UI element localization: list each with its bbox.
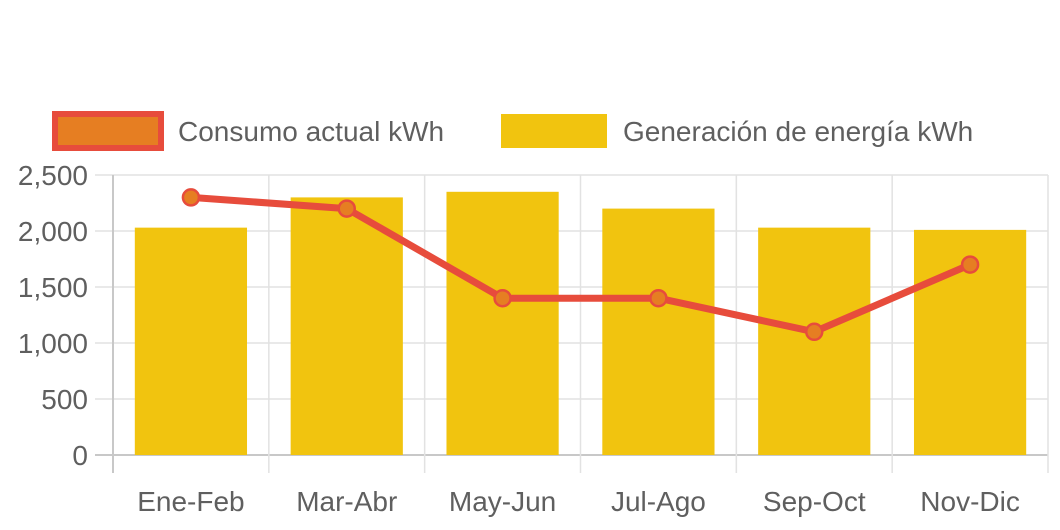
y-axis: 0 500 1,000 1,500 2,000 2,500 — [18, 160, 88, 471]
y-tick-label: 500 — [41, 384, 88, 415]
legend-label-generacion: Generación de energía kWh — [623, 116, 973, 147]
line-layer — [181, 188, 980, 342]
line-point[interactable] — [493, 288, 512, 308]
grid — [95, 174, 1049, 473]
consumo-line — [187, 193, 974, 336]
legend-swatch-generacion — [501, 114, 607, 148]
x-tick-label: Mar-Abr — [296, 486, 397, 517]
legend-swatch-consumo — [52, 111, 164, 151]
bar[interactable] — [446, 191, 559, 456]
line-point[interactable] — [649, 288, 668, 308]
bar[interactable] — [758, 227, 871, 455]
bar[interactable] — [602, 208, 715, 455]
legend: Consumo actual kWh Generación de energía… — [52, 111, 973, 151]
line-point[interactable] — [181, 188, 201, 207]
x-tick-label: Sep-Oct — [763, 486, 866, 517]
x-tick-label: Ene-Feb — [137, 486, 244, 517]
bar[interactable] — [290, 197, 403, 455]
line-point[interactable] — [805, 322, 824, 342]
bars — [134, 191, 1027, 456]
legend-label-consumo: Consumo actual kWh — [178, 116, 444, 147]
y-tick-label: 2,500 — [18, 160, 88, 191]
line-point[interactable] — [337, 199, 356, 218]
y-tick-label: 1,500 — [18, 272, 88, 303]
x-axis: Ene-Feb Mar-Abr May-Jun Jul-Ago Sep-Oct Nov-D… — [137, 486, 1020, 517]
line-point[interactable] — [960, 255, 980, 274]
y-tick-label: 2,000 — [18, 216, 88, 247]
y-tick-label: 1,000 — [18, 328, 88, 359]
x-tick-label: May-Jun — [449, 486, 556, 517]
y-tick-label: 0 — [72, 440, 88, 471]
x-tick-label: Nov-Dic — [920, 486, 1020, 517]
bar[interactable] — [134, 227, 248, 455]
x-tick-label: Jul-Ago — [611, 486, 706, 517]
legend-item-consumo[interactable]: Consumo actual kWh — [52, 111, 444, 151]
legend-item-generacion[interactable]: Generación de energía kWh — [501, 114, 973, 148]
